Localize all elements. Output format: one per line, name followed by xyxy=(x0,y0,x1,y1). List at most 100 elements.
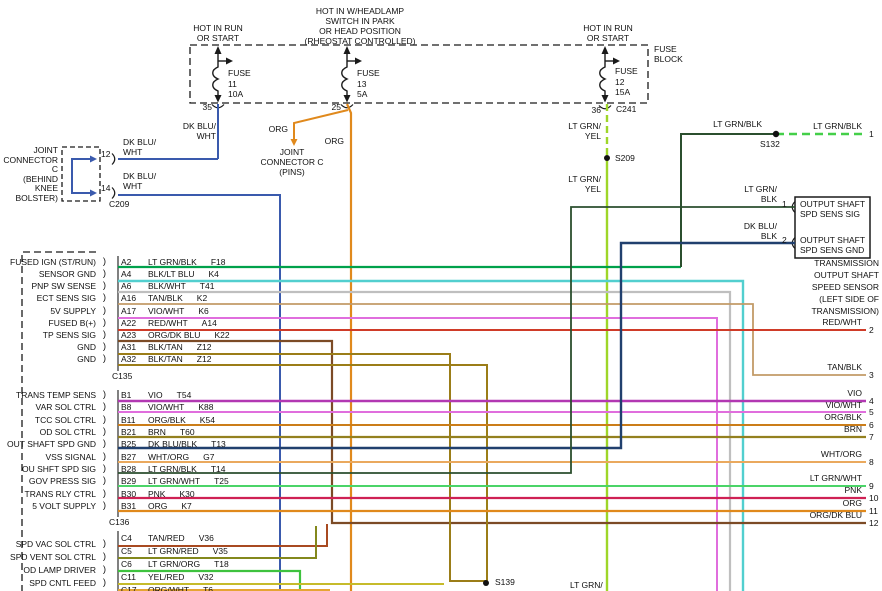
pcm-signal-label-row: GND xyxy=(0,353,96,365)
right-edge-wire-label: RED/WHT xyxy=(822,317,862,327)
pcm-signal-label: GND xyxy=(77,354,96,365)
fuse-pin-36: 36 xyxy=(591,105,601,115)
wire-label-sensor-gnd: DK BLU/ BLK xyxy=(727,221,777,241)
arrow-up-icon xyxy=(343,46,351,54)
circuit-code: K22 xyxy=(214,329,230,340)
circuit-code: T13 xyxy=(211,439,226,450)
wire-color-label: VIO/WHT xyxy=(148,402,185,413)
pcm-pin-row: C6 LT GRN/ORG T18 xyxy=(121,558,229,571)
joint-title-line: C xyxy=(51,164,58,174)
wire-c5-ltgrnred xyxy=(118,526,317,559)
wire-label-dkbluwht-pin12: DK BLU/ WHT xyxy=(123,137,156,157)
circuit-code: K7 xyxy=(181,500,192,511)
circuit-code: V32 xyxy=(198,571,214,582)
circuit-code: T41 xyxy=(199,281,215,292)
wire-label-line: YEL xyxy=(584,184,601,194)
wire-label-line: WHT xyxy=(123,181,143,191)
fuse-12-symbol xyxy=(598,46,620,110)
pcm-signal-label: TCC SOL CTRL xyxy=(34,414,96,425)
wire-label-line: YEL xyxy=(584,131,601,141)
wire-color-label: BLK/WHT xyxy=(148,281,186,292)
splice-label-s209: S209 xyxy=(615,153,635,163)
pcm-pin-id: A6 xyxy=(121,281,132,292)
joint-title-line: BOLSTER) xyxy=(15,192,58,203)
right-edge-pin: 8 xyxy=(869,457,874,467)
joint-pins-line: JOINT xyxy=(279,147,305,157)
pcm-signal-label-row: SPD CNTL FEED xyxy=(0,576,96,589)
pcm-pin-row: C5 LT GRN/RED V35 xyxy=(121,545,229,558)
right-edge-wire-label: VIO/WHT xyxy=(825,400,862,410)
fuse-block-label-line: FUSE xyxy=(654,44,677,54)
pcm-signal-label: VAR SOL CTRL xyxy=(35,402,96,413)
right-edge-pin: 1 xyxy=(869,129,874,139)
pcm-block-c-rows: C4 TAN/RED V36 C5 LT GRN/RED V35 C6 LT G… xyxy=(121,532,229,591)
pcm-signal-label-row: SPD VAC SOL CTRL xyxy=(0,538,96,551)
pin-bracket xyxy=(598,105,612,110)
arrow-down-icon xyxy=(214,95,222,103)
wire-joint14-dkbluwht xyxy=(118,194,281,591)
pcm-pin-row: A17 VIO/WHT K6 xyxy=(121,305,230,317)
pcm-signal-label: TRANS TEMP SENS xyxy=(16,390,96,401)
feed-title-line: HOT IN RUN xyxy=(583,23,633,33)
pcm-signal-label: GOV PRESS SIG xyxy=(28,476,96,487)
wire-color-label: ORG xyxy=(148,500,168,511)
joint-connector-internal-wire xyxy=(71,153,116,199)
wire-color-label: TAN/BLK xyxy=(148,293,183,304)
right-edge-wire-label: ORG/DK BLU xyxy=(809,510,862,520)
wire-label-line: BLK xyxy=(760,231,777,241)
pcm-signal-label-row: GND xyxy=(0,341,96,353)
pcm-pin-id: B30 xyxy=(121,488,137,499)
arrow-down-icon xyxy=(343,95,351,103)
sensor-port-gnd: OUTPUT SHAFT SPD SENS GND xyxy=(800,235,865,255)
wire-color-label: ORG/WHT xyxy=(148,584,190,591)
circuit-code: T18 xyxy=(214,558,229,569)
feed-title-line: HOT IN W/HEADLAMP xyxy=(315,6,405,16)
wire-color-label: YEL/RED xyxy=(148,571,185,582)
circuit-code: V36 xyxy=(198,533,214,544)
arrow-right-icon xyxy=(355,57,362,65)
wire-color-label: PNK xyxy=(148,488,166,499)
pcm-signal-label: OD LAMP DRIVER xyxy=(23,564,96,575)
pcm-signal-label-row: VAR SOL CTRL xyxy=(0,401,96,413)
pcm-signal-label: SPD CNTL FEED xyxy=(29,577,96,588)
circuit-code: K6 xyxy=(198,305,209,316)
connector-c135: C135 xyxy=(112,371,133,381)
pcm-signal-label: TP SENS SIG xyxy=(42,329,96,340)
feed-title-left: HOT IN RUN OR START xyxy=(158,23,278,43)
wire-color-label: LT GRN/ORG xyxy=(148,558,201,569)
fuse-12-label: FUSE 12 15A xyxy=(615,66,638,98)
wire-color-label: VIO xyxy=(148,390,163,401)
pcm-pin-id: B1 xyxy=(121,390,132,401)
fuse-13-symbol xyxy=(340,46,362,109)
pcm-signal-label-row: 5V SUPPLY xyxy=(0,305,96,317)
fuse-element xyxy=(341,53,349,100)
sensor-caption-line: TRANSMISSION xyxy=(814,258,879,268)
right-edge-pin: 12 xyxy=(869,518,879,528)
joint-pins-line: CONNECTOR C xyxy=(260,157,324,167)
joint-pin-12: 12 xyxy=(101,149,111,159)
splice-label-s139: S139 xyxy=(495,577,515,587)
pcm-pin-id: B25 xyxy=(121,439,137,450)
pcm-pin-id: B27 xyxy=(121,451,137,462)
arrow-up-icon xyxy=(214,46,222,54)
feed-title-line: OR START xyxy=(586,33,630,43)
wire-label-ltgrnyel-bottom: LT GRN/ xyxy=(570,580,603,590)
fuse-element xyxy=(212,53,220,100)
pcm-signal-label-row: OUT SHAFT SPD GND xyxy=(0,438,96,450)
pcm-signal-label-row: TRANS RLY CTRL xyxy=(0,487,96,499)
fuse-element xyxy=(599,53,607,100)
wire-color-label: ORG/DK BLU xyxy=(148,329,201,340)
wire-label-line: LT GRN/ xyxy=(568,174,601,184)
pcm-signal-label: FUSED B(+) xyxy=(48,317,96,328)
right-edge-pin: 2 xyxy=(869,325,874,335)
pcm-block-a-labels: FUSED IGN (ST/RUN) SENSOR GND PNP SW SEN… xyxy=(0,256,96,365)
pcm-signal-label-row: TCC SOL CTRL xyxy=(0,414,96,426)
pcm-block-b-labels: TRANS TEMP SENS VAR SOL CTRL TCC SOL CTR… xyxy=(0,389,96,512)
pcm-signal-label: 5 VOLT SUPPLY xyxy=(32,500,96,511)
wire-label-sensor-sig: LT GRN/ BLK xyxy=(727,184,777,204)
pcm-pin-row: B1 VIO T54 xyxy=(121,389,229,401)
pcm-signal-label: PNP SW SENSE xyxy=(31,281,96,292)
circuit-code: A14 xyxy=(201,317,217,328)
